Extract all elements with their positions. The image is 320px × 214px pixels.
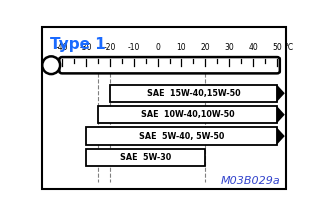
Text: 0: 0 (155, 43, 160, 52)
Text: SAE  5W-40, 5W-50: SAE 5W-40, 5W-50 (139, 132, 224, 141)
Text: 40: 40 (248, 43, 258, 52)
Polygon shape (277, 85, 285, 102)
Text: -20: -20 (104, 43, 116, 52)
Text: 50: 50 (272, 43, 282, 52)
Text: °C: °C (284, 43, 293, 52)
Text: SAE  15W-40,15W-50: SAE 15W-40,15W-50 (147, 89, 240, 98)
FancyBboxPatch shape (59, 57, 280, 73)
Bar (98, 106, 277, 123)
Bar (86, 149, 205, 166)
Polygon shape (277, 127, 285, 145)
Ellipse shape (42, 56, 60, 74)
Text: -40: -40 (56, 43, 68, 52)
Text: 10: 10 (177, 43, 186, 52)
Bar (110, 85, 277, 102)
Text: 20: 20 (201, 43, 210, 52)
Text: Type 1: Type 1 (50, 37, 106, 52)
Bar (86, 127, 277, 145)
Text: SAE  10W-40,10W-50: SAE 10W-40,10W-50 (141, 110, 234, 119)
Text: SAE  5W-30: SAE 5W-30 (120, 153, 172, 162)
Polygon shape (277, 106, 285, 123)
Text: -30: -30 (80, 43, 92, 52)
Text: M03B029a: M03B029a (221, 175, 281, 186)
Text: 30: 30 (224, 43, 234, 52)
Text: -10: -10 (128, 43, 140, 52)
